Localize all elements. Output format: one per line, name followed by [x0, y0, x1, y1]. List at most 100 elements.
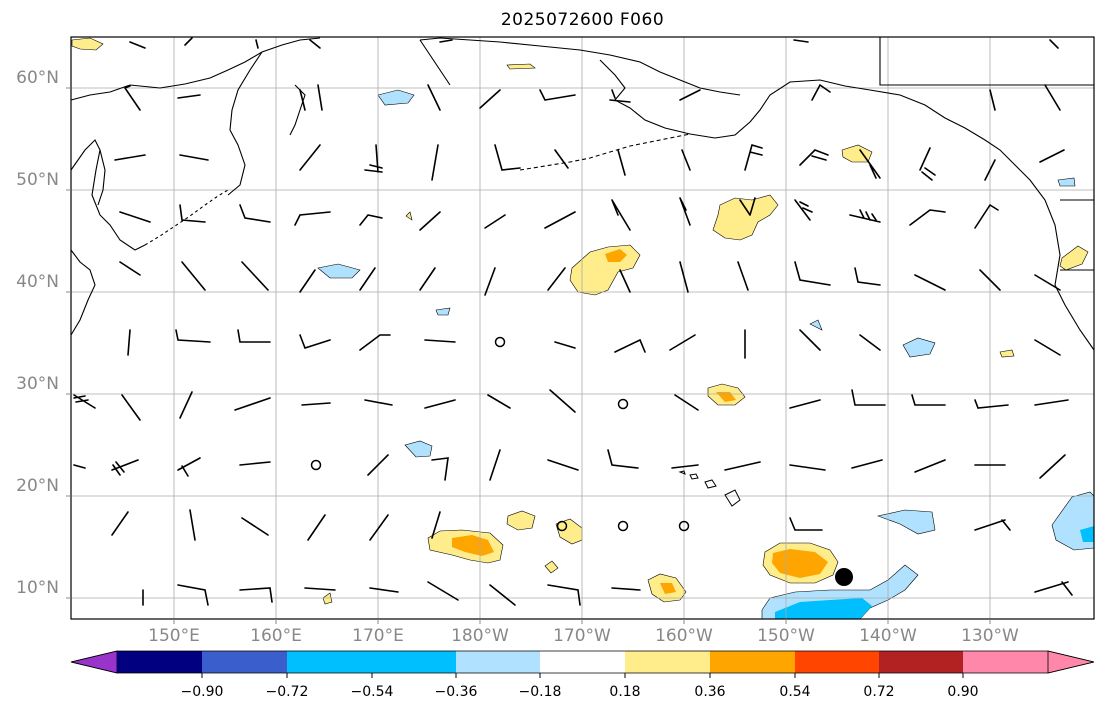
wind-barb — [177, 94, 201, 99]
wind-barb — [669, 334, 696, 351]
wind-barb — [301, 402, 331, 406]
wind-barb — [1034, 274, 1061, 291]
fill-yellow — [506, 63, 536, 70]
wind-barb — [129, 41, 146, 49]
colorbar-segment — [710, 651, 795, 673]
wind-barb — [427, 581, 459, 601]
wind-barb — [681, 149, 691, 171]
lon-label: 170°E — [352, 626, 404, 646]
wind-barb — [919, 147, 936, 181]
wind-barb — [494, 144, 521, 171]
coastline-japan — [70, 249, 96, 336]
fill-lightblue — [435, 307, 451, 316]
coastline-okhotsk — [70, 139, 146, 251]
wind-barb — [255, 39, 259, 49]
fill-lightblue — [876, 509, 936, 535]
colorbar-extend-low — [70, 650, 118, 674]
wind-barb — [1034, 399, 1069, 406]
fill-blue — [775, 598, 872, 619]
wind-barb — [427, 84, 441, 111]
wind-barb — [794, 199, 813, 221]
wind-barb — [237, 329, 271, 343]
fill-blue — [1080, 526, 1094, 542]
wind-barb — [239, 204, 271, 223]
wind-barb — [854, 267, 881, 286]
wind-barb — [431, 511, 441, 539]
wind-barb — [1044, 84, 1061, 111]
wind-barb — [367, 454, 389, 476]
colorbar-label: 0.18 — [609, 684, 641, 700]
wind-barb — [984, 159, 996, 181]
lon-label: 150°W — [757, 626, 815, 646]
lat-label: 20°N — [16, 476, 59, 496]
wind-barb — [179, 154, 209, 161]
wind-barb — [299, 89, 306, 111]
lon-label: 130°W — [961, 626, 1019, 646]
hawaii-island — [704, 479, 717, 489]
wind-barb — [121, 394, 141, 421]
wind-barb — [439, 39, 453, 43]
colorbar-segment — [625, 651, 710, 673]
lat-label: 60°N — [16, 68, 59, 88]
wind-barb — [607, 449, 639, 469]
wind-barb — [1034, 581, 1073, 596]
wind-barb — [671, 464, 699, 469]
wind-barb — [554, 341, 576, 349]
wind-barb — [619, 269, 631, 293]
colorbar-segment — [117, 651, 202, 673]
wind-barb — [177, 584, 209, 606]
wind-barb — [793, 39, 809, 43]
coastline-seward — [419, 39, 451, 86]
colorbar-label: −0.72 — [265, 684, 309, 700]
wind-barb — [189, 509, 196, 541]
wind-barb — [359, 214, 383, 226]
fill-yellow — [999, 349, 1015, 358]
wind-barb — [609, 89, 631, 103]
colorbar-segment — [795, 651, 879, 673]
calm-marker — [310, 459, 322, 471]
wind-barb — [419, 211, 441, 231]
wind-barb — [179, 391, 193, 419]
wind-barb — [789, 399, 821, 409]
wind-barb — [431, 457, 449, 481]
axis-ticks — [66, 87, 991, 624]
fill-yellow — [544, 560, 559, 574]
coastlines — [70, 37, 1095, 351]
coastline-canada — [879, 37, 1094, 271]
fill-yellow — [322, 592, 333, 605]
wind-barb — [73, 464, 86, 469]
wind-barb — [234, 397, 271, 411]
wind-barb — [679, 89, 701, 101]
wind-barb — [979, 269, 1001, 291]
wind-barb — [239, 587, 273, 603]
map-frame-bg — [71, 37, 1094, 619]
lon-label: 150°E — [148, 626, 200, 646]
wind-barb — [177, 457, 201, 477]
wind-barb — [359, 334, 391, 351]
wind-barb — [547, 267, 566, 291]
calm-marker — [678, 520, 690, 532]
wind-barb — [739, 197, 756, 216]
coastline-kamchatka — [227, 51, 263, 196]
wind-barb — [1039, 149, 1065, 163]
calm-marker — [617, 520, 629, 532]
wind-barb — [424, 339, 456, 343]
fill-yellow — [71, 37, 104, 51]
lat-label: 40°N — [16, 272, 59, 292]
wind-barb — [914, 459, 946, 473]
wind-barb — [851, 459, 883, 469]
wind-barb — [489, 449, 501, 481]
wind-barb — [111, 511, 129, 536]
wind-barb — [364, 399, 393, 406]
colorbar — [70, 650, 1095, 678]
wind-barb — [859, 149, 881, 179]
wind-barb — [554, 149, 569, 169]
colorbar-label: −0.18 — [518, 684, 562, 700]
fill-yellow — [712, 194, 779, 241]
wind-barb — [744, 144, 763, 171]
colorbar-outline — [70, 650, 1095, 674]
wind-barb — [175, 329, 211, 343]
map-title: 2025072600 F060 — [500, 10, 665, 30]
calm-marker — [617, 398, 629, 410]
